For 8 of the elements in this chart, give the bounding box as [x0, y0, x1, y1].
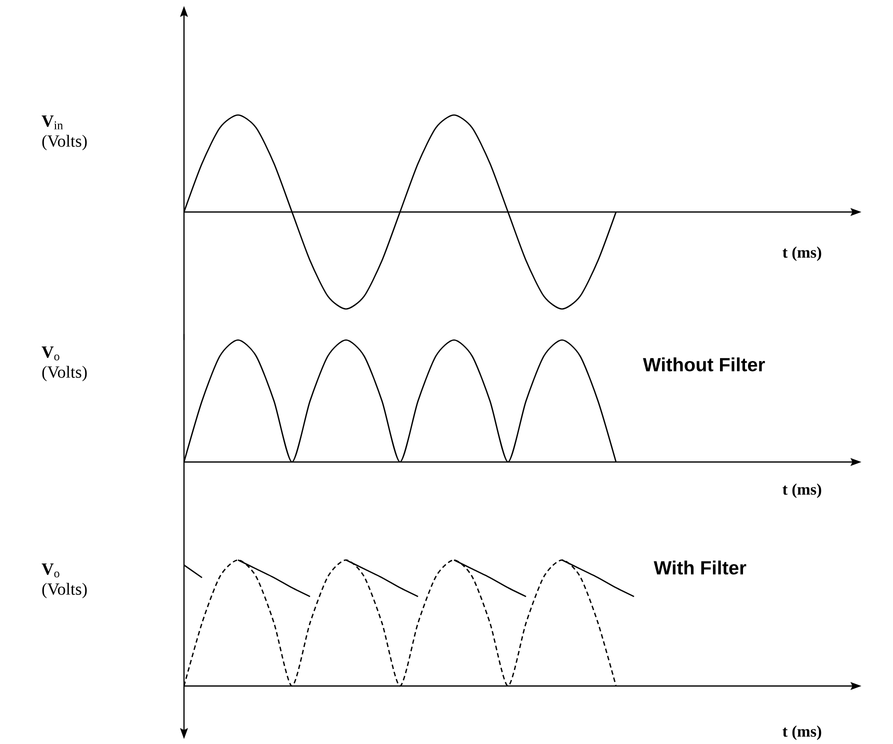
x-axis-title: t (ms) — [782, 484, 822, 498]
x-axis-title: t (ms) — [782, 246, 822, 262]
y-axis-title: V$_{in}$ (Volts) — [42, 116, 87, 150]
annotation: Without Filter — [642, 357, 765, 372]
y-axis-title: V$_{o}$ (Volts) — [42, 564, 87, 598]
annotation: With Filter — [654, 560, 746, 575]
y-axis-title: V$_{o}$ (Volts) — [42, 346, 87, 382]
x-axis-title: t (ms) — [782, 726, 822, 740]
